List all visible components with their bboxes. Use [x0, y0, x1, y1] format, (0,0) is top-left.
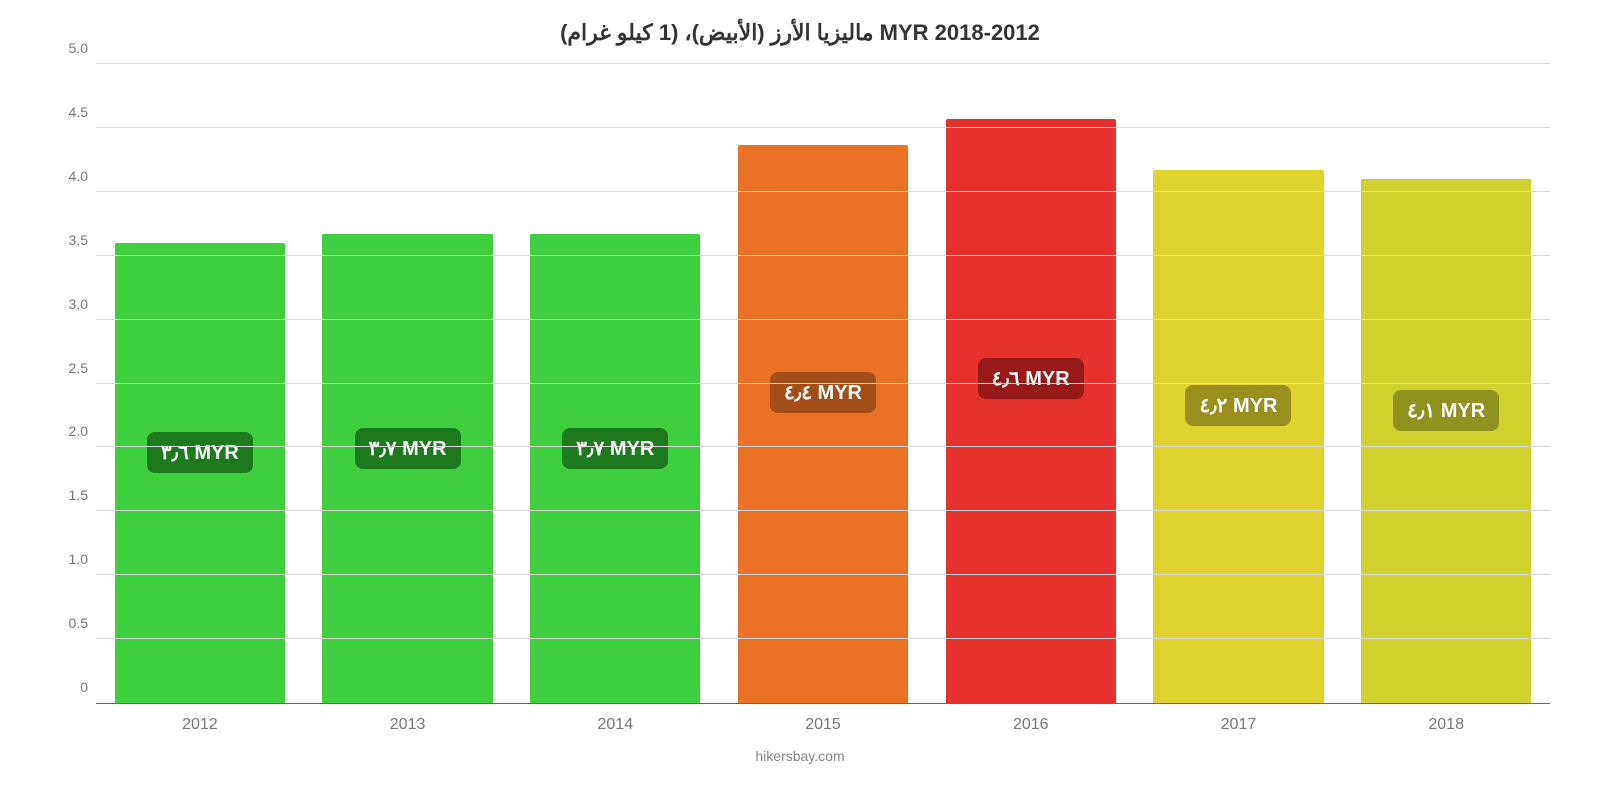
bar: ٣٫٦ MYR — [115, 243, 285, 703]
x-tick-label: 2015 — [719, 708, 927, 744]
x-tick-label: 2013 — [304, 708, 512, 744]
gridline — [96, 255, 1550, 256]
gridline — [96, 638, 1550, 639]
bar: ٤٫٦ MYR — [946, 119, 1116, 703]
gridline — [96, 446, 1550, 447]
x-axis-labels: 2012201320142015201620172018 — [96, 708, 1550, 744]
gridline — [96, 127, 1550, 128]
y-tick-label: 1.5 — [48, 487, 88, 503]
gridline — [96, 383, 1550, 384]
bar-value-badge: ٤٫٢ MYR — [1185, 385, 1291, 426]
y-tick-label: 3.5 — [48, 232, 88, 248]
bar-value-badge: ٣٫٦ MYR — [147, 432, 253, 473]
bar: ٤٫٢ MYR — [1153, 170, 1323, 703]
bar-value-badge: ٤٫٤ MYR — [770, 372, 876, 413]
gridline — [96, 319, 1550, 320]
bar: ٤٫٤ MYR — [738, 145, 908, 703]
x-tick-label: 2012 — [96, 708, 304, 744]
y-tick-label: 3.0 — [48, 296, 88, 312]
bar-slot: ٣٫٦ MYR — [96, 64, 304, 703]
bar-slot: ٤٫٢ MYR — [1135, 64, 1343, 703]
bar-slot: ٤٫١ MYR — [1342, 64, 1550, 703]
x-tick-label: 2017 — [1135, 708, 1343, 744]
y-tick-label: 0.5 — [48, 615, 88, 631]
chart-area: ٣٫٦ MYR ٣٫٧ MYR ٣٫٧ MYR ٤٫٤ MYR ٤٫٦ MYR ٤٫٢ M… — [40, 64, 1560, 744]
bar-slot: ٤٫٦ MYR — [927, 64, 1135, 703]
x-tick-label: 2018 — [1342, 708, 1550, 744]
x-tick-label: 2016 — [927, 708, 1135, 744]
bar: ٤٫١ MYR — [1361, 179, 1531, 703]
gridline — [96, 191, 1550, 192]
y-tick-label: 5.0 — [48, 40, 88, 56]
x-tick-label: 2014 — [511, 708, 719, 744]
gridline — [96, 574, 1550, 575]
plot-area: ٣٫٦ MYR ٣٫٧ MYR ٣٫٧ MYR ٤٫٤ MYR ٤٫٦ MYR ٤٫٢ M… — [96, 64, 1550, 704]
bar-slot: ٣٫٧ MYR — [511, 64, 719, 703]
y-tick-label: 1.0 — [48, 551, 88, 567]
y-tick-label: 2.5 — [48, 360, 88, 376]
gridline — [96, 63, 1550, 64]
gridline — [96, 510, 1550, 511]
y-tick-label: 4.0 — [48, 168, 88, 184]
bar-slot: ٤٫٤ MYR — [719, 64, 927, 703]
y-tick-label: 0 — [48, 679, 88, 695]
bar-value-badge: ٤٫٦ MYR — [978, 358, 1084, 399]
bar-slot: ٣٫٧ MYR — [304, 64, 512, 703]
chart-title: ماليزيا الأرز (الأبيض)، (1 كيلو غرام) MY… — [560, 20, 1040, 46]
bar-value-badge: ٤٫١ MYR — [1393, 390, 1499, 431]
bar: ٣٫٧ MYR — [530, 234, 700, 703]
bars-container: ٣٫٦ MYR ٣٫٧ MYR ٣٫٧ MYR ٤٫٤ MYR ٤٫٦ MYR ٤٫٢ M… — [96, 64, 1550, 703]
attribution-text: hikersbay.com — [755, 748, 844, 764]
bar-value-badge: ٣٫٧ MYR — [355, 428, 461, 469]
bar-value-badge: ٣٫٧ MYR — [562, 428, 668, 469]
bar: ٣٫٧ MYR — [322, 234, 492, 703]
y-tick-label: 2.0 — [48, 423, 88, 439]
y-tick-label: 4.5 — [48, 104, 88, 120]
